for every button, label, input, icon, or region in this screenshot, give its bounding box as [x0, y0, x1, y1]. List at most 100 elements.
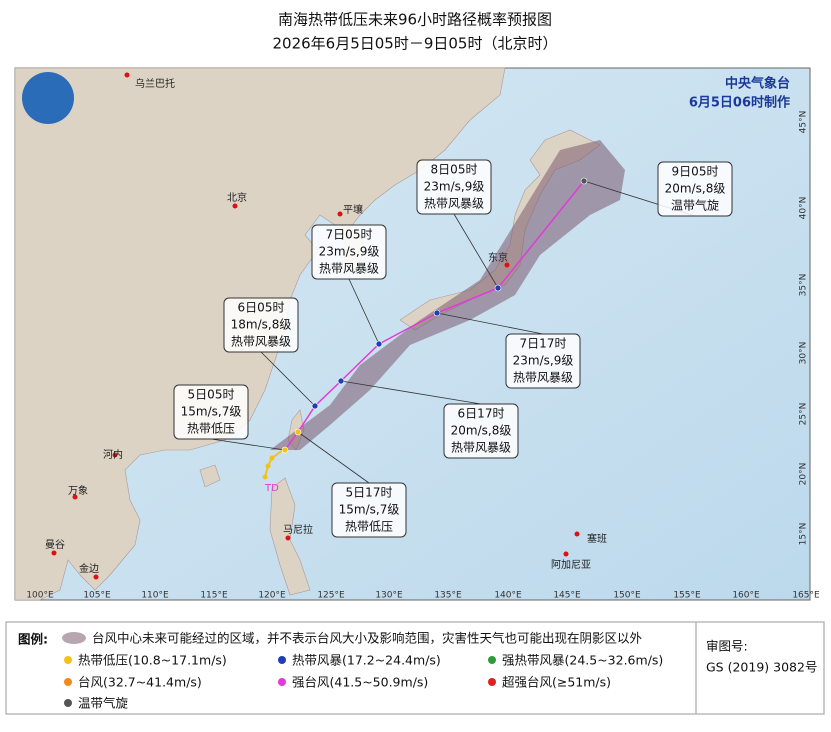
track-point [311, 402, 319, 410]
track-point [294, 428, 302, 436]
lon-label: 145°E [553, 591, 581, 601]
lon-label: 150°E [613, 591, 641, 601]
legend-swatch [64, 656, 72, 664]
lon-label: 125°E [317, 591, 345, 601]
forecast-wind: 20m/s,8级 [451, 424, 512, 438]
legend-swatch [278, 656, 286, 664]
city-dot [93, 574, 99, 580]
lat-label: 15°N [799, 523, 809, 546]
forecast-level: 热带风暴级 [231, 335, 291, 349]
lon-label: 135°E [434, 591, 462, 601]
lon-label: 110°E [141, 591, 169, 601]
legend-swatch [64, 699, 72, 707]
lon-label: 155°E [673, 591, 701, 601]
leader-line [453, 213, 499, 289]
forecast-wind: 15m/s,7级 [339, 503, 400, 517]
legend-label: 台风(32.7~41.4m/s) [78, 675, 202, 690]
legend-cone-swatch [62, 632, 86, 644]
map: 100°E 105°E 110°E 115°E 120°E 125°E 130°E 135°E… [14, 67, 820, 601]
forecast-level: 热带风暴级 [513, 371, 573, 385]
leader-line [436, 312, 544, 335]
legend-swatch [278, 678, 286, 686]
legend: 图例: 台风中心未来可能经过的区域，并不表示台风大小及影响范围，灾害性天气也可能… [5, 621, 825, 715]
legend-label: 温带气旋 [78, 696, 129, 711]
forecast-level: 热带风暴级 [451, 441, 511, 455]
forecast-wind: 18m/s,8级 [231, 318, 292, 332]
leader-line [340, 380, 482, 405]
forecast-level: 热带风暴级 [319, 262, 379, 276]
city-label: 乌兰巴托 [135, 77, 175, 90]
past-track [264, 449, 284, 478]
issued: 6月5日06时制作 [689, 95, 790, 111]
lat-label: 40°N [799, 197, 809, 220]
lat-label: 20°N [799, 463, 809, 486]
forecast-time: 7日05时 [326, 228, 373, 242]
city-dot [574, 531, 580, 537]
legend-label: 热带风暴(17.2~24.4m/s) [292, 653, 441, 668]
city-dot [285, 535, 291, 541]
city-label: 曼谷 [45, 539, 65, 551]
leader-line [210, 438, 286, 451]
city-dot [504, 262, 510, 268]
legend-label: 强台风(41.5~50.9m/s) [292, 675, 428, 690]
city-dot [72, 494, 78, 500]
forecast-time: 6日17时 [458, 407, 505, 421]
forecast-box [223, 297, 299, 353]
past-point [269, 455, 275, 461]
city-dot [124, 72, 130, 78]
legend-frame [5, 621, 825, 715]
legend-swatch [64, 678, 72, 686]
city-label: 东京 [488, 251, 508, 264]
forecast-track [284, 180, 585, 451]
lon-label: 165°E [792, 591, 820, 601]
lon-label: 120°E [258, 591, 286, 601]
lon-label: 140°E [494, 591, 522, 601]
forecast-time: 9日05时 [672, 165, 719, 179]
legend-label: 超强台风(≥51m/s) [502, 675, 611, 690]
forecast-time: 5日17时 [346, 486, 393, 500]
city-dot [51, 550, 57, 556]
legend-label: 强热带风暴(24.5~32.6m/s) [502, 653, 663, 668]
current-label: TD [264, 483, 279, 494]
logo [22, 72, 74, 124]
lon-label: 100°E [26, 591, 54, 601]
forecast-wind: 20m/s,8级 [665, 182, 726, 196]
forecast-wind: 15m/s,7级 [181, 405, 242, 419]
legend-cone: 台风中心未来可能经过的区域，并不表示台风大小及影响范围，灾害性天气也可能出现在阴… [92, 631, 643, 646]
forecast-time: 6日05时 [238, 301, 285, 315]
forecast-level: 热带风暴级 [424, 197, 484, 211]
track-point [281, 446, 289, 454]
city-label: 塞班 [587, 532, 607, 545]
approval-label: 审图号: [706, 639, 748, 654]
agency: 中央气象台 [725, 76, 790, 92]
lat-label: 30°N [799, 342, 809, 365]
forecast-box [331, 482, 407, 538]
city-dot [563, 551, 569, 557]
title: 南海热带低压未来96小时路径概率预报图 [278, 11, 552, 29]
city-dot [112, 452, 118, 458]
track-point [337, 377, 345, 385]
city-label: 万象 [68, 485, 88, 497]
forecast-level: 温带气旋 [671, 198, 719, 213]
city-label: 北京 [227, 191, 247, 204]
city-label: 金边 [79, 562, 99, 575]
lat-label: 25°N [799, 403, 809, 426]
subtitle: 2026年6月5日05时－9日05时（北京时） [273, 35, 558, 53]
forecast-box [505, 333, 581, 389]
lat-label: 35°N [799, 274, 809, 297]
track-point [580, 177, 588, 185]
forecast-box [173, 384, 249, 440]
forecast-box [416, 159, 492, 215]
lon-label: 130°E [375, 591, 403, 601]
forecast-level: 热带低压 [187, 422, 235, 436]
forecast-level: 热带低压 [345, 520, 393, 534]
leader-line [348, 278, 380, 345]
forecast-time: 8日05时 [431, 163, 478, 177]
legend-swatch [488, 678, 496, 686]
track-point [433, 309, 441, 317]
leader-line [260, 351, 316, 407]
forecast-wind: 23m/s,9级 [319, 245, 380, 259]
forecast-wind: 23m/s,9级 [424, 180, 485, 194]
city-dot [232, 203, 238, 209]
lon-label: 160°E [732, 591, 760, 601]
